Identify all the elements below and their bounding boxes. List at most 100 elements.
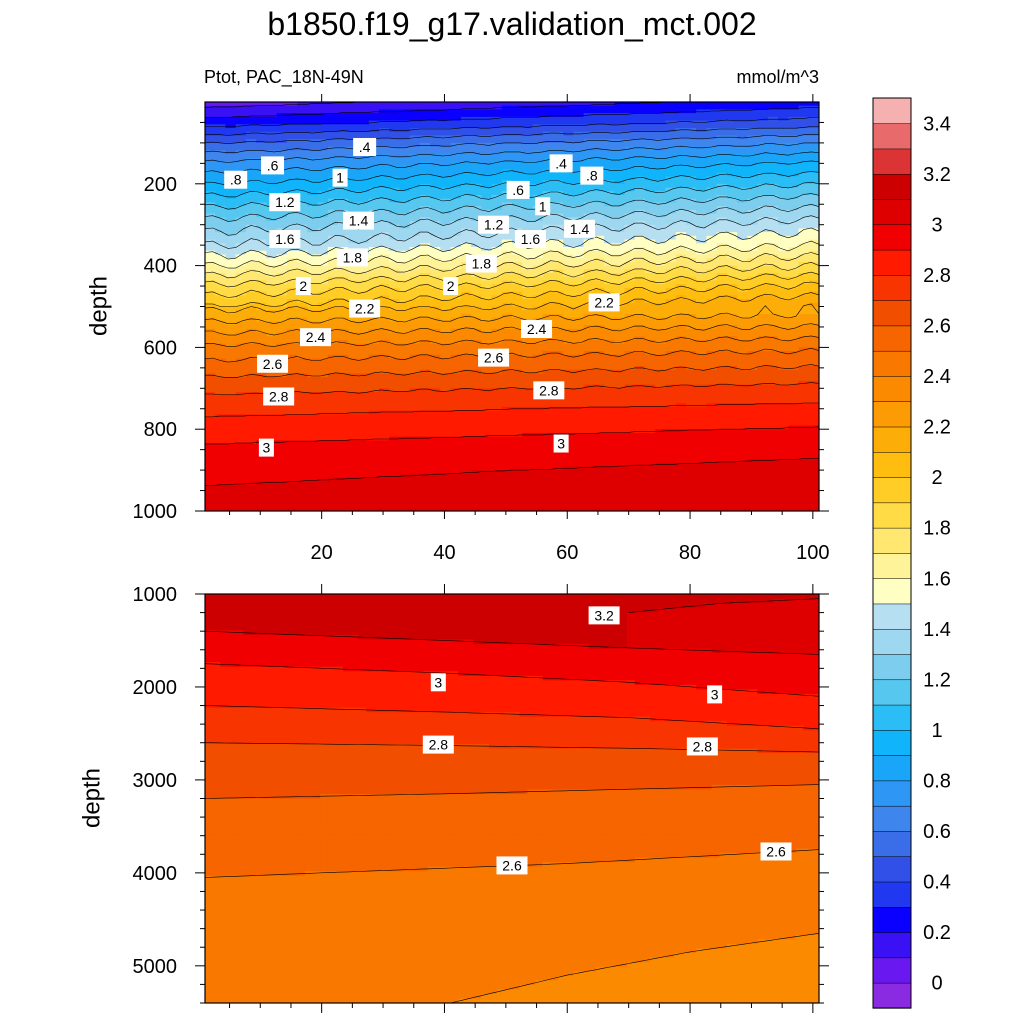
upper-fill-cell bbox=[317, 295, 329, 300]
upper-fill-cell bbox=[419, 168, 431, 174]
upper-fill-cell bbox=[378, 273, 390, 278]
upper-fill-cell bbox=[440, 217, 452, 222]
upper-fill-cell bbox=[338, 399, 349, 404]
upper-fill-cell bbox=[604, 213, 615, 218]
upper-fill-cell bbox=[665, 165, 677, 170]
upper-fill-cell bbox=[655, 436, 667, 441]
upper-fill-cell bbox=[297, 217, 308, 222]
upper-fill-cell bbox=[542, 365, 554, 371]
upper-fill-cell bbox=[491, 373, 503, 378]
upper-fill-cell bbox=[409, 183, 421, 189]
upper-fill-cell bbox=[215, 254, 227, 259]
upper-fill-cell bbox=[215, 380, 227, 386]
upper-fill-cell bbox=[512, 206, 523, 211]
upper-fill-cell bbox=[419, 388, 431, 393]
upper-fill-cell bbox=[665, 146, 677, 151]
upper-fill-cell bbox=[215, 105, 227, 111]
upper-fill-cell bbox=[358, 325, 370, 330]
upper-fill-cell bbox=[245, 328, 257, 334]
upper-fill-cell bbox=[256, 425, 267, 430]
upper-fill-cell bbox=[266, 276, 278, 282]
upper-fill-cell bbox=[593, 392, 605, 397]
upper-fill-cell bbox=[512, 403, 523, 408]
upper-fill-cell bbox=[317, 462, 329, 467]
upper-fill-cell bbox=[532, 180, 544, 185]
upper-fill-cell bbox=[317, 399, 329, 404]
upper-fill-cell bbox=[307, 135, 319, 140]
upper-fill-cell bbox=[235, 354, 247, 360]
upper-fill-cell bbox=[440, 458, 452, 464]
upper-fill-cell bbox=[378, 310, 390, 315]
upper-fill-cell bbox=[440, 462, 452, 467]
upper-fill-cell bbox=[512, 102, 523, 107]
upper-fill-cell bbox=[348, 380, 360, 386]
upper-fill-cell bbox=[460, 287, 472, 293]
upper-fill-cell bbox=[378, 425, 390, 430]
upper-fill-cell bbox=[460, 488, 472, 494]
upper-fill-cell bbox=[450, 455, 462, 460]
upper-fill-cell bbox=[378, 458, 390, 464]
upper-fill-cell bbox=[215, 269, 227, 274]
upper-fill-cell bbox=[409, 261, 421, 267]
upper-fill-cell bbox=[409, 499, 421, 505]
upper-fill-cell bbox=[409, 347, 421, 352]
upper-fill-cell bbox=[645, 414, 656, 419]
upper-fill-cell bbox=[573, 102, 585, 107]
upper-fill-cell bbox=[338, 481, 349, 486]
upper-fill-cell bbox=[225, 429, 237, 434]
upper-fill-cell bbox=[297, 432, 308, 438]
upper-fill-cell bbox=[378, 187, 390, 192]
upper-fill-cell bbox=[614, 440, 626, 445]
upper-fill-cell bbox=[573, 139, 585, 144]
upper-fill-cell bbox=[307, 470, 319, 475]
upper-fill-cell bbox=[297, 116, 308, 122]
upper-fill-cell bbox=[409, 406, 421, 412]
upper-fill-cell bbox=[235, 377, 247, 382]
upper-fill-cell bbox=[409, 131, 421, 137]
upper-fill-cell bbox=[419, 429, 431, 434]
upper-fill-cell bbox=[634, 302, 646, 308]
upper-fill-cell bbox=[471, 503, 482, 508]
upper-fill-cell bbox=[573, 455, 585, 460]
upper-fill-cell bbox=[552, 239, 564, 244]
upper-fill-cell bbox=[348, 172, 360, 177]
upper-fill-cell bbox=[460, 146, 472, 151]
upper-fill-cell bbox=[256, 429, 267, 434]
upper-fill-cell bbox=[450, 406, 462, 412]
upper-fill-cell bbox=[297, 157, 308, 163]
upper-fill-cell bbox=[378, 507, 390, 511]
upper-fill-cell bbox=[460, 317, 472, 322]
upper-fill-cell bbox=[235, 243, 247, 248]
upper-fill-cell bbox=[348, 455, 360, 460]
upper-fill-cell bbox=[256, 124, 267, 129]
upper-fill-cell bbox=[348, 176, 360, 181]
upper-fill-cell bbox=[614, 235, 626, 241]
upper-fill-cell bbox=[665, 261, 677, 267]
upper-fill-cell bbox=[583, 332, 595, 337]
upper-fill-cell bbox=[307, 384, 319, 389]
upper-fill-cell bbox=[634, 440, 646, 445]
upper-fill-cell bbox=[614, 455, 626, 460]
upper-fill-cell bbox=[583, 481, 595, 486]
upper-fill-cell bbox=[573, 194, 585, 200]
upper-fill-cell bbox=[634, 392, 646, 397]
upper-fill-cell bbox=[655, 142, 667, 148]
upper-fill-cell bbox=[338, 418, 349, 423]
upper-fill-cell bbox=[419, 399, 431, 404]
upper-fill-cell bbox=[368, 365, 380, 371]
upper-fill-cell bbox=[512, 176, 523, 181]
upper-fill-cell bbox=[522, 202, 534, 207]
upper-fill-cell bbox=[399, 421, 411, 427]
upper-fill-cell bbox=[338, 191, 349, 196]
upper-fill-cell bbox=[205, 154, 216, 159]
upper-fill-cell bbox=[450, 310, 462, 315]
upper-fill-cell bbox=[522, 395, 534, 401]
upper-fill-cell bbox=[307, 302, 319, 308]
upper-fill-cell bbox=[307, 466, 319, 471]
upper-fill-cell bbox=[604, 287, 615, 293]
upper-fill-cell bbox=[276, 310, 288, 315]
upper-fill-cell bbox=[512, 273, 523, 278]
upper-fill-cell bbox=[235, 254, 247, 259]
upper-fill-cell bbox=[614, 418, 626, 423]
upper-fill-cell bbox=[245, 194, 257, 200]
